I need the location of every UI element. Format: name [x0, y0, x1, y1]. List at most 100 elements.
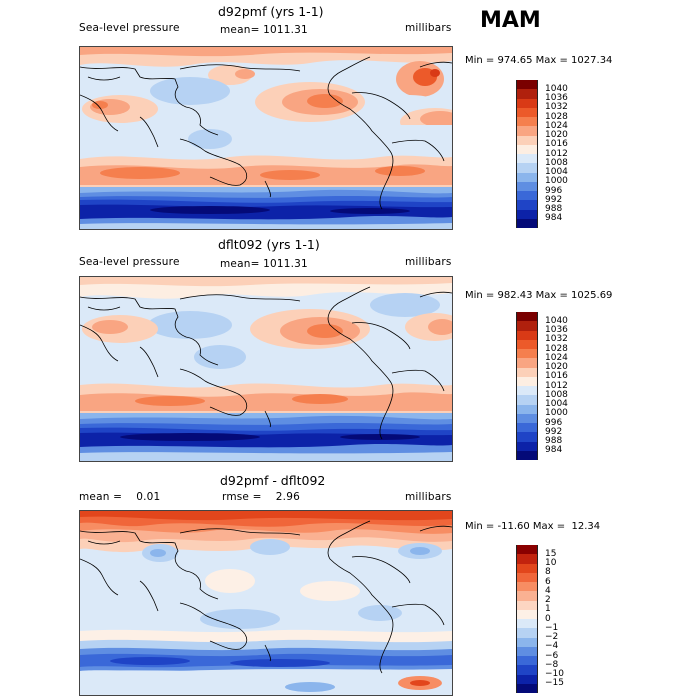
colorbar-label: −1: [545, 622, 559, 633]
colorbar-swatch: [516, 413, 538, 423]
season-label: MAM: [480, 8, 541, 33]
colorbar-label: 1020: [545, 130, 568, 140]
colorbar-label: 1000: [545, 176, 568, 187]
colorbar-label: 1000: [545, 408, 568, 419]
colorbar-label: 10: [545, 558, 557, 568]
colorbar-label: 1036: [545, 325, 568, 335]
colorbar-swatch: [516, 312, 538, 322]
colorbar-swatch: [516, 80, 538, 90]
colorbar-swatch: [516, 441, 538, 451]
colorbar-label: 15: [545, 548, 557, 559]
colorbar-pressure-1: 1040 1036 1032 1028 1024 1020 1016 1012 …: [516, 80, 568, 228]
colorbar-label: 1024: [545, 120, 568, 131]
colorbar-swatch: [516, 349, 538, 359]
colorbar-swatch: [516, 98, 538, 108]
colorbar-label: 1040: [545, 315, 568, 326]
colorbar-swatch: [516, 191, 538, 201]
colorbar-swatch: [516, 646, 538, 656]
colorbar-swatch: [516, 209, 538, 219]
panel-minmax-label: Min = 982.43 Max = 1025.69: [465, 290, 613, 301]
colorbar-label: 1008: [545, 389, 568, 400]
colorbar-label: −8: [545, 659, 559, 670]
colorbar-swatch: [516, 386, 538, 396]
colorbar-swatch: [516, 330, 538, 340]
colorbar-swatch: [516, 582, 538, 592]
colorbar-label: 988: [545, 204, 563, 214]
colorbar-swatch: [516, 683, 538, 693]
colorbar-swatch: [516, 423, 538, 433]
colorbar-label: 1036: [545, 93, 568, 103]
colorbar-label: 992: [545, 426, 563, 437]
panel-variable-label: Sea-level pressure: [79, 256, 180, 268]
colorbar-label: 1012: [545, 148, 568, 159]
panel-mean-label: mean = 0.01: [79, 491, 161, 503]
colorbar-swatch: [516, 450, 538, 460]
colorbar-label: 1: [545, 604, 551, 615]
colorbar-label: 1004: [545, 167, 568, 177]
colorbar-label: 984: [545, 213, 563, 224]
colorbar-label: 1028: [545, 343, 568, 354]
colorbar-swatch: [516, 376, 538, 386]
colorbar-label: −2: [545, 632, 559, 642]
colorbar-swatch: [516, 321, 538, 331]
colorbar-swatch: [516, 154, 538, 164]
colorbar-label: 1024: [545, 352, 568, 363]
colorbar-swatch: [516, 358, 538, 368]
colorbar-swatch: [516, 619, 538, 629]
panel-units-label: millibars: [405, 22, 452, 34]
colorbar-swatch: [516, 89, 538, 99]
panel-minmax-label: Min = -11.60 Max = 12.34: [465, 521, 601, 532]
colorbar-label: 1032: [545, 102, 568, 113]
colorbar-swatch: [516, 628, 538, 638]
colorbar-swatch: [516, 432, 538, 442]
colorbar-difference: 15 10 8 6 4 2 1 0 −1 −2 −4 −6 −8 −10 −15: [516, 545, 564, 693]
colorbar-swatch: [516, 339, 538, 349]
colorbar-swatch: [516, 656, 538, 666]
colorbar-swatch: [516, 218, 538, 228]
colorbar-pressure-2: 1040 1036 1032 1028 1024 1020 1016 1012 …: [516, 312, 568, 460]
slp-map-difference: [79, 510, 453, 696]
panel-mean-label: mean= 1011.31: [220, 24, 308, 36]
colorbar-swatch: [516, 545, 538, 555]
colorbar-swatch: [516, 563, 538, 573]
slp-map-model: [79, 46, 453, 230]
colorbar-swatch: [516, 126, 538, 136]
colorbar-swatch: [516, 404, 538, 414]
colorbar-label: 1012: [545, 380, 568, 391]
colorbar-label: 1020: [545, 362, 568, 372]
colorbar-label: −15: [545, 678, 564, 689]
colorbar-label: 4: [545, 585, 551, 596]
colorbar-swatch: [516, 665, 538, 675]
colorbar-label: 996: [545, 417, 563, 428]
panel-units-label: millibars: [405, 491, 452, 503]
panel-minmax-label: Min = 974.65 Max = 1027.34: [465, 55, 613, 66]
colorbar-swatch: [516, 135, 538, 145]
colorbar-swatch: [516, 554, 538, 564]
colorbar-swatch: [516, 144, 538, 154]
panel-variable-label: Sea-level pressure: [79, 22, 180, 34]
colorbar-label: 984: [545, 445, 563, 456]
panel-rmse-label: rmse = 2.96: [222, 491, 300, 503]
slp-map-control: [79, 276, 453, 462]
colorbar-swatch: [516, 181, 538, 191]
colorbar-swatch: [516, 200, 538, 210]
colorbar-label: 992: [545, 194, 563, 205]
colorbar-swatch: [516, 117, 538, 127]
colorbar-label: 1004: [545, 399, 568, 409]
colorbar-swatch: [516, 609, 538, 619]
colorbar-label: 6: [545, 576, 551, 587]
colorbar-label: 996: [545, 185, 563, 196]
colorbar-swatch: [516, 107, 538, 117]
colorbar-swatch: [516, 367, 538, 377]
colorbar-label: 1016: [545, 139, 568, 150]
colorbar-label: 2: [545, 595, 551, 605]
panel-units-label: millibars: [405, 256, 452, 268]
colorbar-label: 1008: [545, 157, 568, 168]
colorbar-label: −10: [545, 669, 564, 679]
colorbar-swatch: [516, 674, 538, 684]
colorbar-label: −4: [545, 641, 559, 652]
colorbar-swatch: [516, 637, 538, 647]
colorbar-label: 1032: [545, 334, 568, 345]
colorbar-label: 0: [545, 613, 551, 624]
colorbar-label: 1040: [545, 83, 568, 94]
